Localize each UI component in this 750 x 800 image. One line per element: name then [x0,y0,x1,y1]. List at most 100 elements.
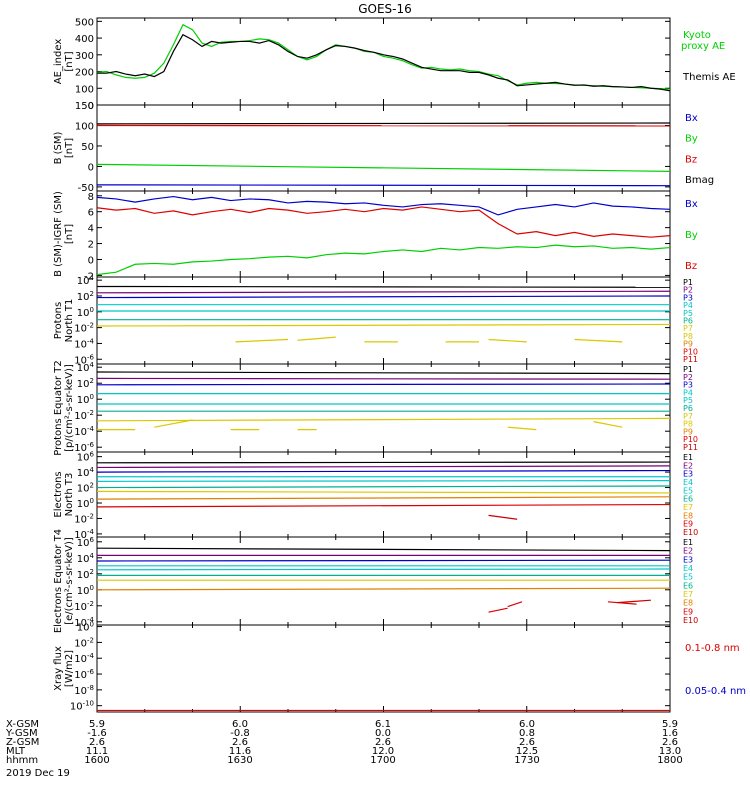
legend-entry: P5 [683,396,693,405]
legend-entry: P11 [683,443,698,452]
x-row-value: 0.0 [375,728,391,739]
x-row-value: 0.8 [519,728,535,739]
panel-2: 150 100 50 0 -50 B (SM)[nT] Bx By Bz Bmag [53,101,714,194]
legend-entry: 0.1-0.8 nm [685,643,740,654]
y-tick-label: 500 [75,17,94,28]
legend-entry: P1 [683,278,693,287]
series-line [96,244,671,276]
legend-entry: P3 [683,293,693,302]
legend-entry: P6 [683,317,693,326]
x-row-value: 1600 [84,755,109,766]
legend-entry: E8 [683,599,693,608]
legend-entry: P4 [683,388,693,397]
series-line [96,559,671,562]
series-line [96,383,671,386]
series-segment [235,338,289,343]
legend-entry: E1 [683,453,693,462]
y-axis-label: Xray flux[W/m2] [53,646,75,691]
legend-entry: P10 [683,435,698,444]
series-line [96,206,671,238]
x-row-value: 11.1 [86,746,108,757]
x-row-label: hhmm [6,755,38,766]
x-row-value: 11.6 [229,746,251,757]
x-row-value: 5.9 [662,719,678,730]
series-segment [617,599,651,604]
y-axis-label: B (SM)-IGRF (SM)[nT] [53,191,75,277]
series-segment [607,601,637,605]
legend-entry: P2 [683,286,693,295]
legend-entry: P8 [683,420,693,429]
legend-entry: P9 [683,427,693,436]
series-line [96,184,671,187]
legend-entry: E2 [683,461,693,470]
series-line [96,323,671,327]
x-row-value: 1800 [657,755,682,766]
legend-entry: E4 [683,478,693,487]
y-tick-label: -2 [84,271,94,282]
x-row-value: 6.0 [519,719,535,730]
y-tick-label: 150 [75,101,94,112]
x-row-value: 2.6 [89,737,105,748]
legend-entry: P1 [683,365,693,374]
y-tick-label: 100 [75,121,94,132]
series-line [96,485,671,489]
legend-entry: Bmag [685,175,714,186]
legend-entry: E3 [683,470,693,479]
legend-entry: E7 [683,503,693,512]
series-line [96,371,671,375]
y-axis-label: Electrons Equator T4[e/(cm²-s-sr-keV)] [53,529,75,633]
series-line [96,163,671,172]
legend-entry: Bz [685,261,697,272]
x-row-value: 2.6 [375,737,391,748]
y-tick-label: 50 [81,142,94,153]
x-row-value: 1730 [514,755,539,766]
legend-entry: P3 [683,381,693,390]
series-line [96,295,671,299]
legend-entry: E10 [683,528,698,537]
series-segment [154,419,193,428]
y-axis-label: B (SM)[nT] [53,131,75,164]
series-line [96,496,671,500]
legend-entry: E6 [683,495,693,504]
series-line [96,469,671,473]
series-line [96,122,671,125]
x-row-label: X-GSM [6,719,39,730]
legend-entry: E2 [683,547,693,556]
legend-entry: P5 [683,309,693,318]
legend-themis: Themis AE [682,72,736,83]
legend-entry: P7 [683,412,693,421]
x-row-value: 12.5 [516,746,538,757]
legend-entry: By [685,230,698,241]
legend-entry: E9 [683,607,693,616]
legend-kyoto: Kyoto proxy AE [681,30,725,52]
x-row-label: Y-GSM [5,728,38,739]
series-line [96,377,671,380]
y-tick-label: 300 [75,51,94,62]
legend-entry: Bx [685,199,698,210]
x-row-value: 13.0 [659,746,681,757]
x-row-value: 12.0 [372,746,394,757]
x-row-label: Z-GSM [6,737,39,748]
series-line [96,568,671,571]
y-tick-label: 200 [75,68,94,79]
y-axis-label: AE_index[nT] [53,39,75,85]
x-row-value: 2.6 [662,737,678,748]
series-line [96,587,671,591]
x-row-value: 6.0 [232,719,248,730]
y-axis-label: Protons Equator T2[p/(cm²-s-sr-keV)] [53,360,75,456]
legend-entry: P4 [683,301,693,310]
y-tick-label: 4 [88,224,94,235]
x-row-value: 1630 [227,755,252,766]
y-tick-label: 6 [88,208,94,219]
series-line [96,547,671,552]
x-row-value: 1.6 [662,728,678,739]
y-tick-label: 0 [88,255,94,266]
y-tick-label: 2 [88,240,94,251]
series-segment [488,514,518,520]
series-segment [507,601,523,608]
y-tick-label: 100 [75,84,94,95]
